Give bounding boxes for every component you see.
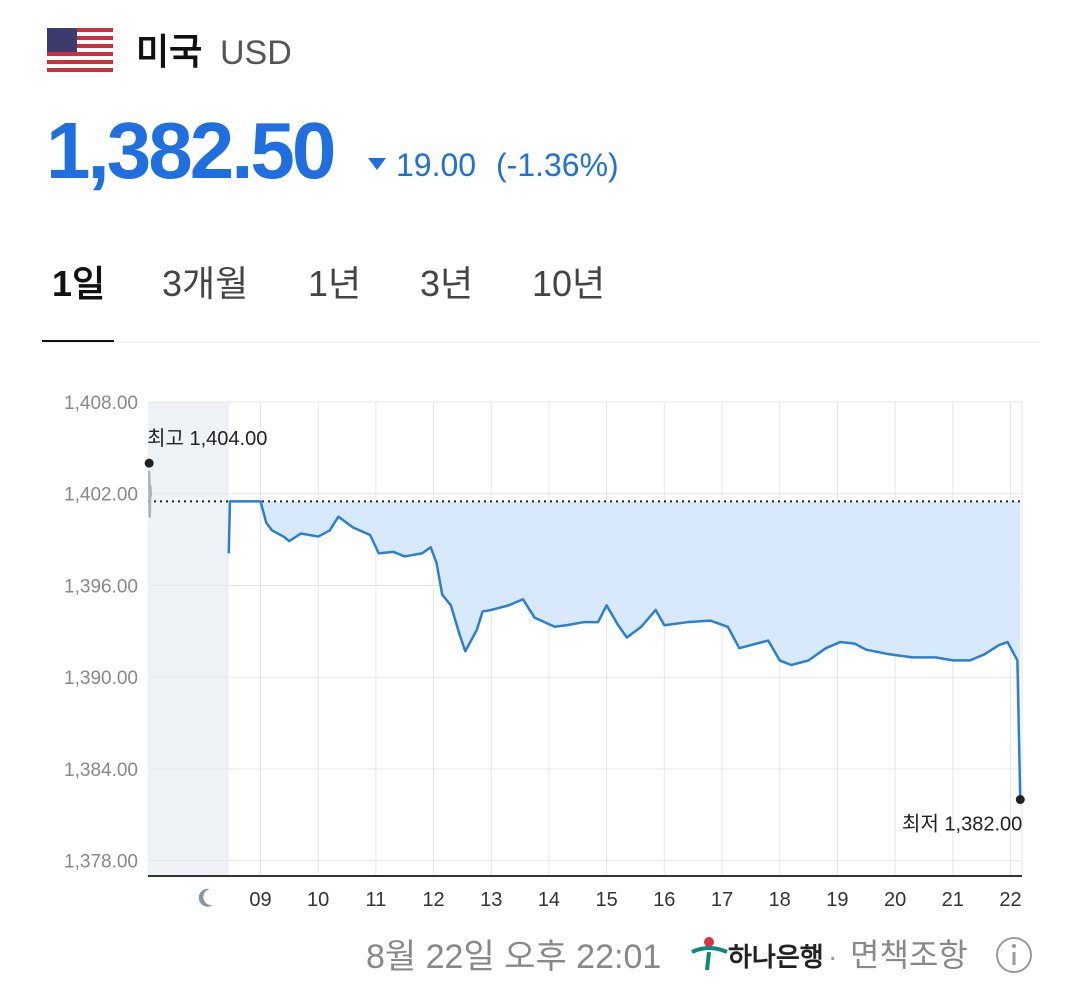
x-tick-label: 14	[538, 889, 560, 911]
night-shade	[148, 402, 229, 876]
annotation: 최고 1,404.00	[147, 427, 267, 450]
timestamp: 8월 22일 오후 22:01	[366, 938, 661, 976]
chart: 1,408.00 1,402.00 1,396.00 1,390.00 1,384.00…	[64, 393, 1025, 911]
currency: USD	[220, 34, 292, 72]
extreme-point	[144, 458, 154, 468]
x-tick-label: 18	[769, 889, 791, 911]
y-tick-label: 1,390.00	[64, 668, 138, 689]
y-tick-label: 1,384.00	[64, 760, 138, 781]
down-arrow	[368, 158, 386, 170]
x-tick-label: 21	[942, 889, 964, 911]
x-tick-label: 10	[307, 889, 329, 911]
tab[interactable]: 3개월	[162, 263, 248, 304]
separator: ·	[828, 941, 837, 972]
night-icon	[198, 888, 213, 907]
bank-logo	[691, 937, 728, 971]
price: 1,382.50	[46, 106, 334, 195]
x-tick-label: 17	[711, 889, 733, 911]
x-tick-label: 12	[422, 889, 444, 911]
tab[interactable]: 1년	[308, 263, 361, 304]
y-tick-label: 1,378.00	[64, 852, 138, 873]
change: 19.00	[396, 147, 476, 183]
disclaimer[interactable]: 면책조항	[850, 937, 968, 973]
annotation: 최저 1,382.00	[902, 813, 1022, 836]
tabs: 1일 3개월 1년 3년 10년	[52, 263, 605, 304]
x-tick-label: 13	[480, 889, 502, 911]
y-tick-label: 1,408.00	[64, 393, 138, 414]
flag	[47, 28, 113, 72]
x-tick-label: 16	[653, 889, 675, 911]
x-tick-label: 11	[365, 889, 386, 911]
tab[interactable]: 10년	[532, 263, 605, 304]
y-tick-label: 1,396.00	[64, 576, 138, 597]
area	[228, 501, 1021, 800]
x-tick-label: 09	[249, 889, 271, 911]
tab[interactable]: 3년	[420, 263, 473, 304]
info-icon[interactable]	[996, 937, 1032, 973]
change-percent: (-1.36%)	[496, 147, 619, 183]
bank-name: 하나은행	[728, 942, 824, 972]
extreme-point	[1015, 795, 1025, 805]
x-tick-label: 22	[999, 889, 1021, 911]
x-tick-label: 15	[596, 889, 618, 911]
x-tick-label: 20	[884, 889, 906, 911]
x-tick-label: 19	[826, 889, 848, 911]
line	[147, 470, 153, 518]
country: 미국	[136, 31, 202, 72]
y-tick-label: 1,402.00	[64, 485, 138, 506]
tab[interactable]: 1일	[52, 263, 105, 304]
line	[227, 500, 1022, 800]
